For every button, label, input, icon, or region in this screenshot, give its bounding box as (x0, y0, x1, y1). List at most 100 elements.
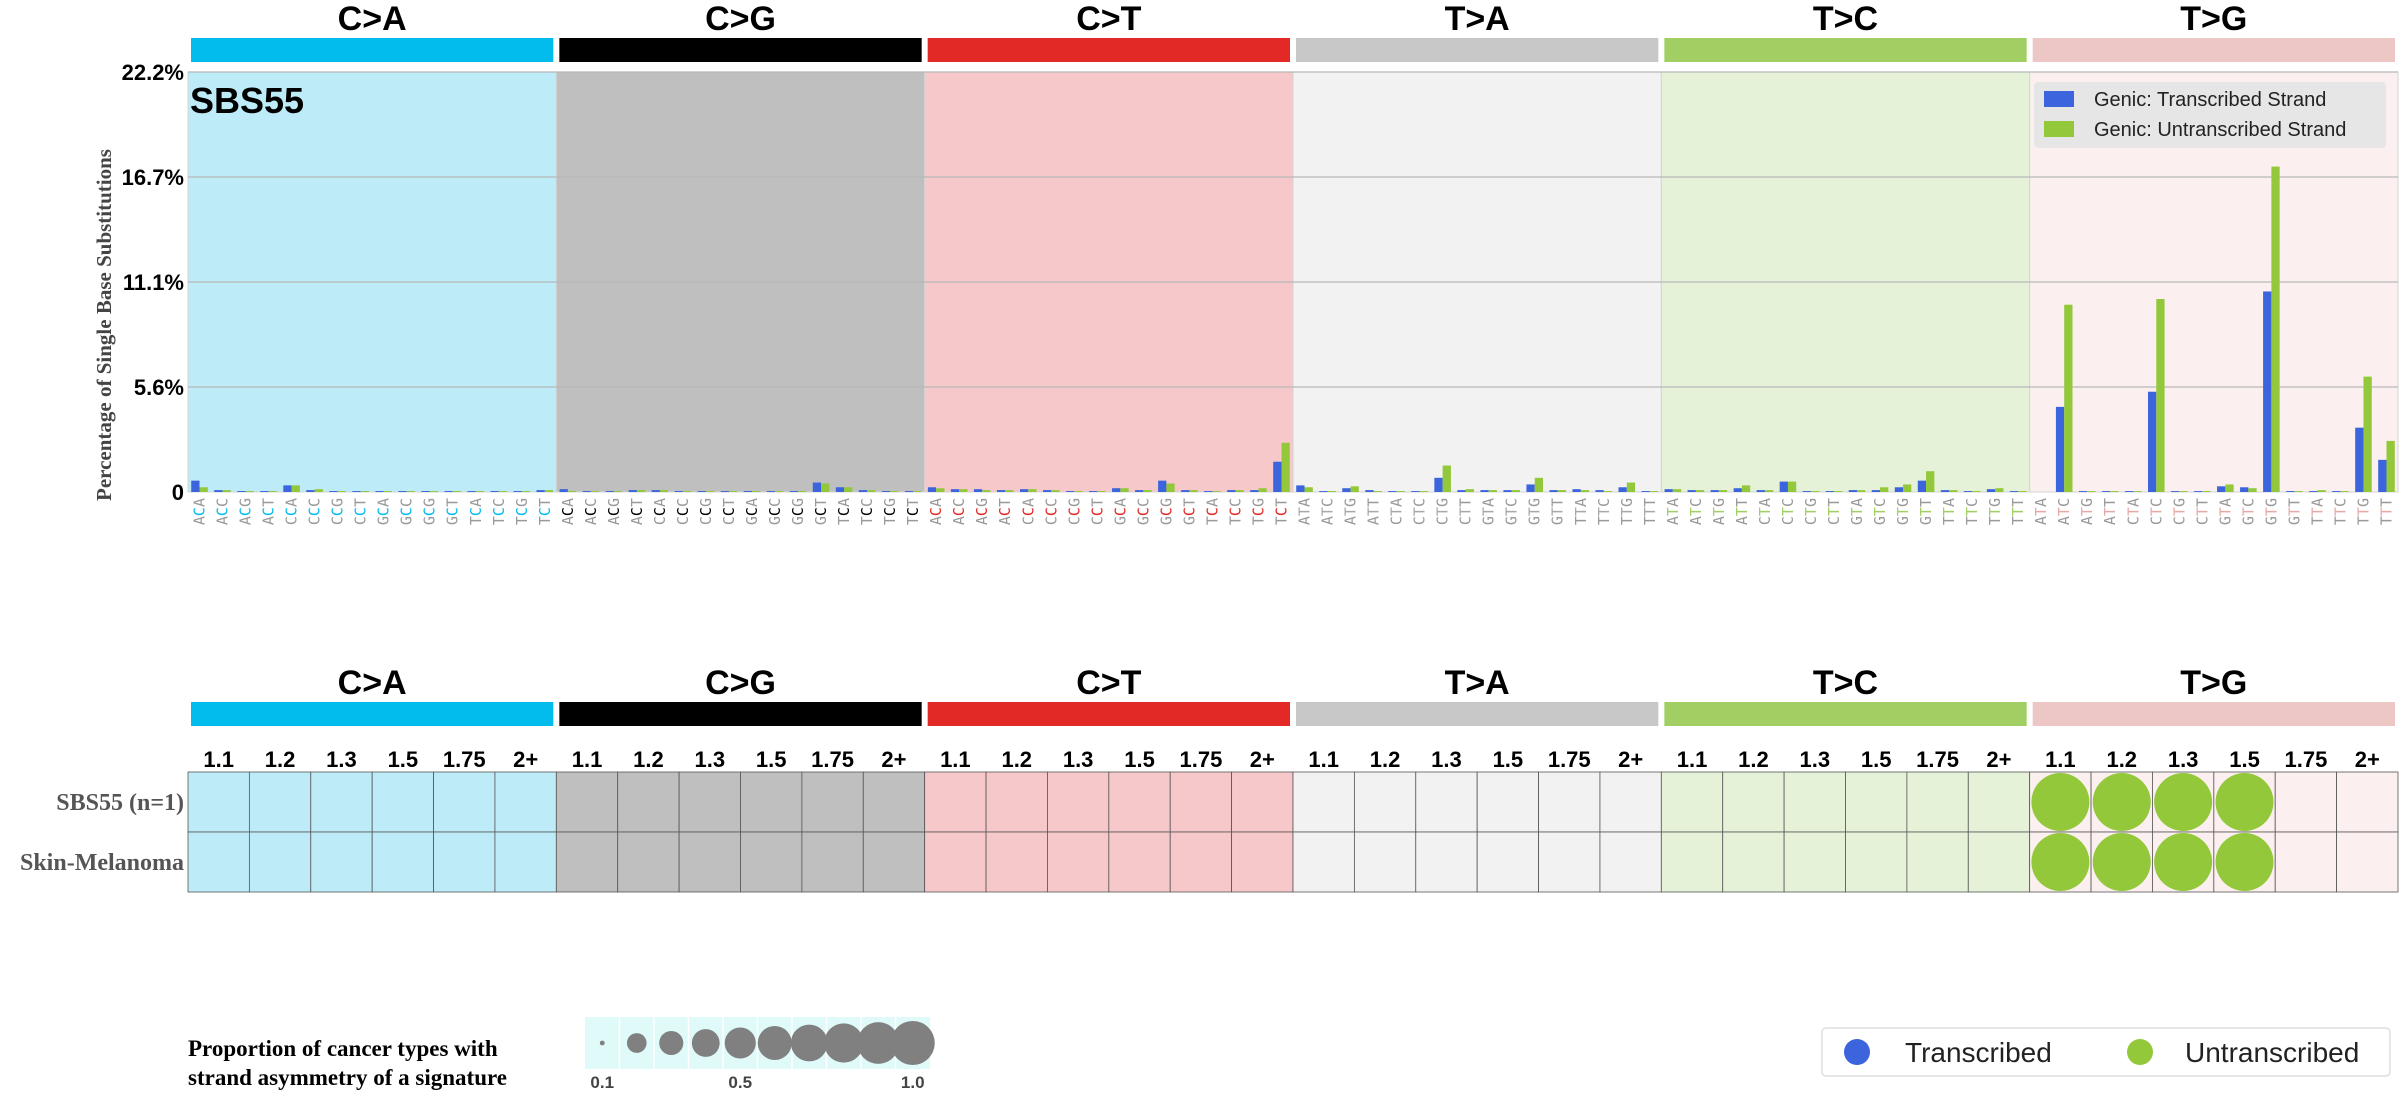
column-label: 1.2 (265, 747, 296, 772)
x-tick-label: ACG (605, 498, 623, 525)
x-tick-label: ACA (559, 498, 577, 525)
bar-untranscribed (2202, 491, 2211, 492)
x-tick-label: ACT (260, 498, 278, 525)
column-label: 1.75 (2285, 747, 2328, 772)
column-label: 1.3 (695, 747, 726, 772)
bar-untranscribed (1005, 490, 1014, 492)
grid-cell (1722, 831, 1785, 893)
bar-transcribed (1204, 491, 1213, 492)
header-label-ctot: C>T (1076, 0, 1141, 38)
x-tick-label: ACC (950, 498, 968, 525)
bar-untranscribed (1626, 482, 1636, 492)
x-tick-label: TCA (835, 498, 853, 525)
x-tick-label: ATC (1687, 498, 1705, 525)
bar-untranscribed (1603, 491, 1613, 492)
x-tick-label: TCA (467, 498, 485, 525)
x-tick-label: ATT (1365, 498, 1383, 525)
x-tick-label: ACT (628, 498, 646, 525)
column-label: 1.3 (1431, 747, 1462, 772)
x-tick-label: GTA (2216, 498, 2234, 525)
grid-cell (1538, 831, 1601, 893)
grid-cell (555, 771, 619, 833)
x-tick-label: CTA (1388, 498, 1406, 525)
size-legend-tick: 0.1 (590, 1073, 614, 1092)
bar-untranscribed (544, 490, 554, 492)
bottom-header-label-ctot: C>T (1076, 664, 1141, 702)
header-bar-ctog (559, 38, 922, 62)
chart-title: SBS55 (190, 80, 304, 121)
x-tick-label: TTC (1963, 498, 1981, 525)
bottom-header-label-ttoa: T>A (1445, 664, 1510, 702)
grid-cell (310, 831, 373, 893)
bar-transcribed (2355, 427, 2364, 492)
column-label: 1.1 (1677, 747, 1708, 772)
x-tick-label: TCG (881, 498, 899, 525)
header-label-ttoa: T>A (1445, 0, 1510, 38)
x-tick-label: GCA (1111, 498, 1129, 525)
bar-untranscribed (1189, 490, 1198, 492)
grid-cell (862, 771, 926, 833)
bar-transcribed (720, 491, 729, 492)
strand-legend-dot-transcribed (1844, 1039, 1870, 1065)
column-label: 1.75 (811, 747, 854, 772)
grid-cell (1845, 831, 1908, 893)
x-tick-label: ACG (973, 498, 991, 525)
x-tick-label: CTT (1457, 498, 1475, 525)
x-tick-label: GCG (789, 498, 807, 525)
bar-untranscribed (1880, 487, 1889, 492)
column-label: 1.1 (203, 747, 234, 772)
grid-cell (1415, 831, 1478, 893)
x-tick-label: ATT (1733, 498, 1751, 525)
bar-transcribed (1480, 490, 1489, 492)
bar-untranscribed (1557, 490, 1567, 492)
x-tick-label: ACT (996, 498, 1014, 525)
bar-transcribed (2378, 459, 2387, 492)
bar-transcribed (2009, 491, 2019, 492)
grid-cell (187, 771, 250, 833)
bar-transcribed (1963, 491, 1973, 492)
x-tick-label: CCG (1065, 498, 1083, 525)
bar-untranscribed (337, 491, 346, 492)
y-tick-label: 0 (172, 480, 184, 505)
bar-transcribed (1158, 480, 1167, 492)
bar-transcribed (2147, 391, 2157, 492)
bar-transcribed (1319, 491, 1328, 492)
bar-untranscribed (613, 491, 623, 492)
x-tick-label: GCT (812, 498, 830, 525)
grid-cell (801, 771, 864, 833)
x-tick-label: TCT (1272, 498, 1290, 525)
x-tick-label: GCC (1134, 498, 1152, 525)
bar-untranscribed (1235, 490, 1244, 492)
bar-untranscribed (798, 491, 807, 492)
bar-untranscribed (383, 491, 392, 492)
grid-cell (1845, 771, 1908, 833)
bar-untranscribed (1810, 491, 1820, 492)
bar-transcribed (674, 491, 683, 492)
grid-cell (555, 831, 619, 893)
grid-cell (494, 771, 557, 833)
bar-untranscribed (2271, 166, 2280, 492)
bar-untranscribed (2317, 490, 2326, 492)
bottom-row-labels: SBS55 (n=1) Skin-Melanoma (20, 790, 184, 876)
size-legend-dot (890, 1021, 935, 1065)
top-x-tick-labels: ACA ACC ACG ACT CCA CCC CCG CCT GCA GCC GCG GCT TCA T… (191, 498, 2396, 525)
x-tick-label: ATA (1664, 498, 1682, 525)
bar-transcribed (1710, 490, 1719, 492)
bar-transcribed (1733, 488, 1742, 492)
size-legend-dot (857, 1022, 900, 1064)
grid-cell (1353, 771, 1417, 833)
grid-cell (2274, 831, 2338, 893)
bar-transcribed (1871, 490, 1881, 492)
bar-transcribed (1457, 490, 1466, 492)
bar-transcribed (812, 482, 822, 492)
bar-transcribed (398, 491, 407, 492)
strand-asymmetry-dot (2031, 773, 2090, 831)
grid-cell (1660, 771, 1724, 833)
grid-cell (248, 831, 312, 893)
header-bar-ttoc (1664, 38, 2027, 62)
bar-transcribed (605, 491, 614, 492)
bar-transcribed (352, 491, 361, 492)
header-bar-ctoa (191, 38, 554, 62)
x-tick-label: CTG (2170, 498, 2188, 525)
x-tick-label: TCT (904, 498, 922, 525)
